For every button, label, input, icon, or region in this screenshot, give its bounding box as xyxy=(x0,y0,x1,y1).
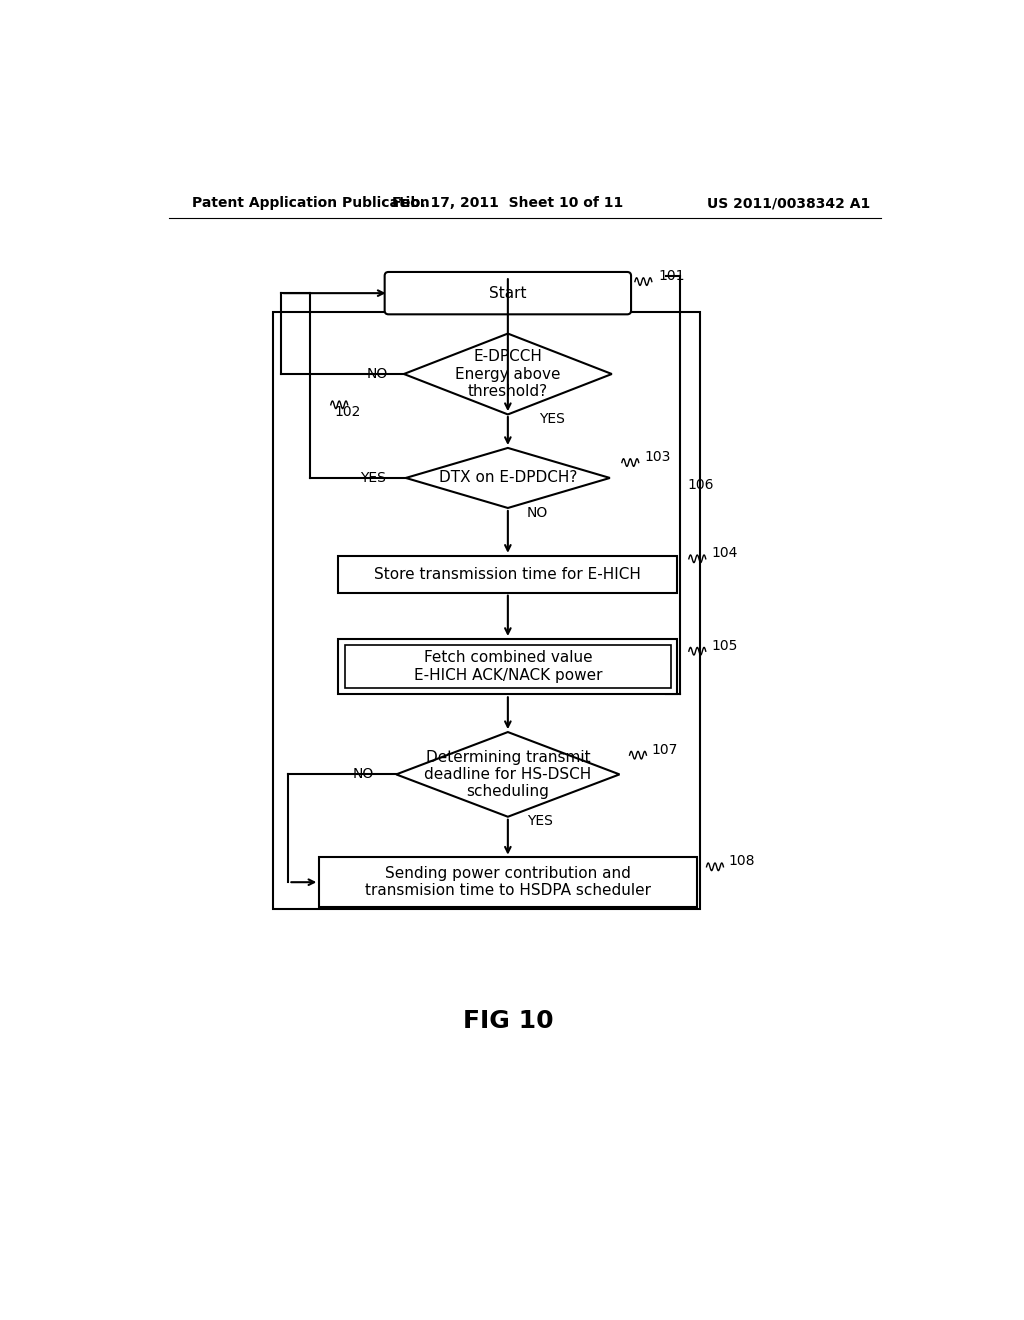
Text: 107: 107 xyxy=(652,743,678,756)
Text: Patent Application Publication: Patent Application Publication xyxy=(193,197,430,210)
Text: Fetch combined value
E-HICH ACK/NACK power: Fetch combined value E-HICH ACK/NACK pow… xyxy=(414,651,602,682)
Text: Determining transmit
deadline for HS-DSCH
scheduling: Determining transmit deadline for HS-DSC… xyxy=(424,750,592,800)
Text: US 2011/0038342 A1: US 2011/0038342 A1 xyxy=(707,197,869,210)
Text: 104: 104 xyxy=(711,546,737,561)
Text: 102: 102 xyxy=(335,405,361,420)
Text: 105: 105 xyxy=(711,639,737,653)
Polygon shape xyxy=(406,447,610,508)
FancyBboxPatch shape xyxy=(339,556,677,593)
Text: NO: NO xyxy=(527,506,549,520)
Text: Start: Start xyxy=(489,285,526,301)
Text: YES: YES xyxy=(360,471,386,484)
Text: NO: NO xyxy=(367,367,388,381)
Text: FIG 10: FIG 10 xyxy=(463,1008,553,1032)
Text: 103: 103 xyxy=(645,450,672,465)
Text: 101: 101 xyxy=(658,269,684,284)
Text: Sending power contribution and
transmision time to HSDPA scheduler: Sending power contribution and transmisi… xyxy=(365,866,651,899)
Polygon shape xyxy=(396,733,620,817)
Text: 106: 106 xyxy=(687,478,714,492)
Text: NO: NO xyxy=(352,767,374,781)
Text: YES: YES xyxy=(527,813,553,828)
FancyBboxPatch shape xyxy=(385,272,631,314)
Text: Store transmission time for E-HICH: Store transmission time for E-HICH xyxy=(375,566,641,582)
FancyBboxPatch shape xyxy=(339,639,677,694)
Text: 108: 108 xyxy=(729,854,756,869)
Text: E-DPCCH
Energy above
threshold?: E-DPCCH Energy above threshold? xyxy=(455,348,560,399)
FancyBboxPatch shape xyxy=(319,857,696,907)
Text: YES: YES xyxy=(539,412,564,425)
Polygon shape xyxy=(403,334,611,414)
Text: Feb. 17, 2011  Sheet 10 of 11: Feb. 17, 2011 Sheet 10 of 11 xyxy=(392,197,624,210)
Text: DTX on E-DPDCH?: DTX on E-DPDCH? xyxy=(438,470,578,486)
